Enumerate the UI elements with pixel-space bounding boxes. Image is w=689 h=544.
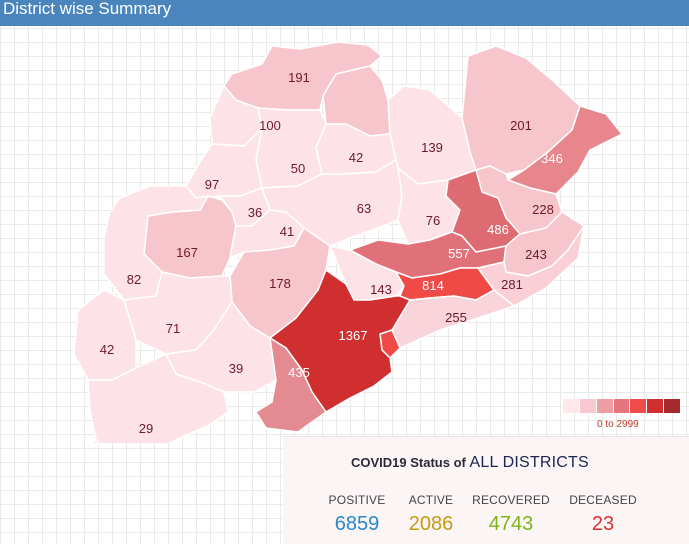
stat-deceased: DECEASED 23: [567, 493, 639, 536]
stat-value: 2086: [408, 513, 454, 535]
stat-label: POSITIVE: [328, 493, 386, 507]
stat-value: 4743: [488, 513, 534, 535]
district-value-label: 41: [280, 224, 294, 239]
stat-positive: POSITIVE 6859: [326, 493, 388, 536]
stat-active: ACTIVE 2086: [401, 493, 461, 536]
district-value-label: 100: [259, 118, 281, 133]
district-region[interactable]: [87, 353, 229, 443]
district-value-label: 143: [370, 282, 392, 297]
stat-label: DECEASED: [569, 493, 637, 507]
district-value-label: 76: [426, 213, 440, 228]
legend-swatch: [647, 399, 665, 413]
stat-value: 23: [591, 513, 615, 535]
legend-swatch: [579, 399, 597, 413]
district-value-label: 346: [541, 151, 563, 166]
district-value-label: 167: [176, 245, 198, 260]
district-region[interactable]: [387, 85, 477, 185]
district-map: 191 100 42 50 139 201 346 97 36 63 76 22…: [24, 41, 623, 443]
district-value-label: 486: [487, 222, 509, 237]
district-region[interactable]: [24, 439, 150, 443]
legend-swatch: [664, 399, 682, 413]
status-panel: COVID19 Status of ALL DISTRICTS POSITIVE…: [283, 436, 689, 544]
district-value-label: 191: [288, 70, 310, 85]
legend-swatch: [613, 399, 631, 413]
district-value-label: 557: [448, 246, 470, 261]
stat-recovered: RECOVERED 4743: [471, 493, 551, 536]
district-value-label: 178: [269, 276, 291, 291]
district-value-label: 139: [421, 140, 443, 155]
district-value-label: 71: [166, 321, 180, 336]
section-header: District wise Summary: [0, 0, 689, 26]
district-value-label: 82: [127, 272, 141, 287]
district-value-label: 1367: [339, 328, 368, 343]
stat-label: RECOVERED: [472, 493, 550, 507]
district-value-label: 201: [510, 118, 532, 133]
district-value-label: 39: [229, 361, 243, 376]
legend-swatch: [596, 399, 614, 413]
district-region[interactable]: [103, 185, 209, 301]
district-value-label: 243: [525, 247, 547, 262]
stat-value: 6859: [334, 513, 380, 535]
status-title-scope: ALL DISTRICTS: [469, 454, 589, 471]
section-title: District wise Summary: [3, 0, 172, 18]
district-value-label: 814: [422, 278, 444, 293]
district-region[interactable]: [123, 271, 233, 355]
district-value-label: 281: [501, 277, 523, 292]
stat-label: ACTIVE: [408, 493, 454, 507]
district-value-label: 255: [445, 310, 467, 325]
district-value-label: 29: [139, 421, 153, 436]
district-value-label: 42: [349, 150, 363, 165]
district-value-label: 97: [205, 177, 219, 192]
legend-range-label: 0 to 2999: [597, 419, 639, 430]
legend-swatch: [563, 399, 580, 413]
color-scale-legend: [563, 399, 682, 413]
district-region[interactable]: [255, 337, 327, 433]
district-value-label: 42: [100, 342, 114, 357]
district-value-label: 435: [288, 365, 310, 380]
district-value-label: 228: [532, 202, 554, 217]
legend-swatch: [630, 399, 648, 413]
district-value-label: 63: [357, 201, 371, 216]
district-value-label: 50: [291, 161, 305, 176]
district-value-label: 36: [248, 205, 262, 220]
status-title: COVID19 Status of ALL DISTRICTS: [351, 454, 589, 472]
status-title-prefix: COVID19 Status of: [351, 455, 466, 470]
